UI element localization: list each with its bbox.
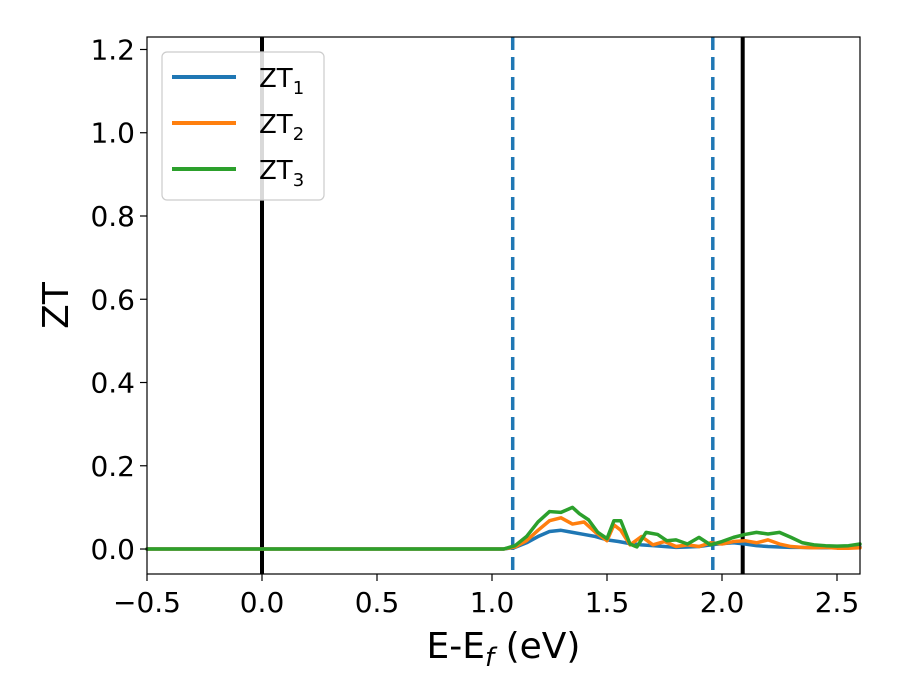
- x-axis-ticks: −0.5 0.0 0.5 1.0 1.5 2.0 2.5: [113, 574, 859, 619]
- y-tick-label: 0.6: [90, 283, 135, 316]
- legend: ZT1 ZT2 ZT3: [161, 51, 325, 201]
- plot-frame: [146, 36, 861, 575]
- y-axis-title: ZT: [36, 281, 77, 329]
- y-tick-label: 1.0: [90, 117, 135, 150]
- x-tick-label: 2.5: [815, 586, 860, 619]
- y-tick-label: 0.4: [90, 367, 135, 400]
- legend-label-zt2: ZT2: [259, 110, 304, 145]
- legend-label-zt1: ZT1: [259, 64, 304, 99]
- x-tick-label: 1.5: [585, 586, 630, 619]
- x-tick-label: 1.0: [470, 586, 515, 619]
- x-axis-title: E-Ef (eV): [427, 626, 581, 673]
- x-tick-label: 2.0: [700, 586, 745, 619]
- legend-label-zt3: ZT3: [259, 156, 304, 191]
- x-tick-label: −0.5: [113, 586, 181, 619]
- series-layer: [145, 505, 862, 551]
- x-tick-label: 0.0: [240, 586, 285, 619]
- x-tick-label: 0.5: [355, 586, 400, 619]
- y-tick-label: 0.2: [90, 450, 135, 483]
- y-tick-label: 0.0: [90, 533, 135, 566]
- series-line-zt2: [145, 516, 862, 551]
- series-line-zt3: [145, 505, 862, 551]
- legend-box: [161, 51, 325, 201]
- y-tick-label: 1.2: [90, 33, 135, 66]
- y-tick-label: 0.8: [90, 200, 135, 233]
- y-axis-ticks: 0.0 0.2 0.4 0.6 0.8 1.0 1.2: [90, 33, 147, 566]
